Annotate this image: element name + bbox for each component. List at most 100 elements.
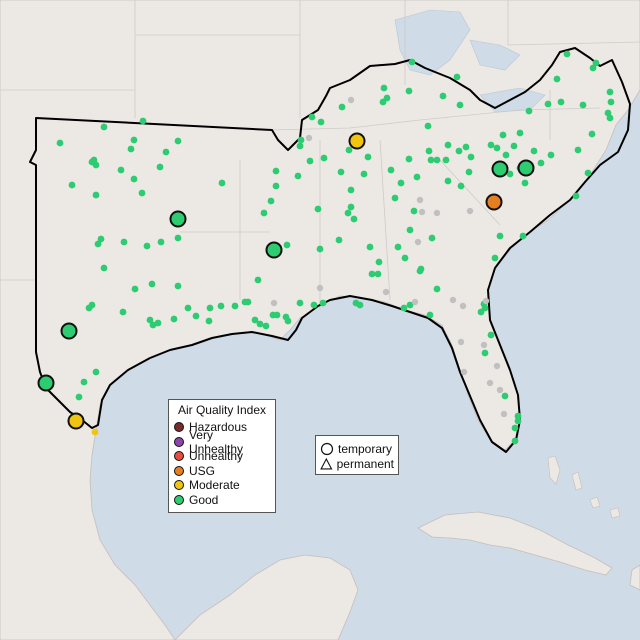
good-site-marker[interactable] bbox=[306, 157, 314, 165]
good-site-marker[interactable] bbox=[553, 75, 561, 83]
good-site-marker[interactable] bbox=[338, 103, 346, 111]
good-site-marker[interactable] bbox=[410, 207, 418, 215]
good-site-marker[interactable] bbox=[374, 270, 382, 278]
good-site-marker[interactable] bbox=[335, 236, 343, 244]
good-site-marker[interactable] bbox=[97, 235, 105, 243]
good-site-marker[interactable] bbox=[174, 234, 182, 242]
good-site-marker[interactable] bbox=[80, 378, 88, 386]
good-site-marker[interactable] bbox=[356, 301, 364, 309]
good-site-marker[interactable] bbox=[457, 182, 465, 190]
good-site-marker[interactable] bbox=[360, 170, 368, 178]
nodata-site-marker[interactable] bbox=[416, 196, 424, 204]
good-site-marker[interactable] bbox=[316, 245, 324, 253]
good-site-marker[interactable] bbox=[100, 264, 108, 272]
good-site-marker[interactable] bbox=[337, 168, 345, 176]
good-site-marker[interactable] bbox=[284, 317, 292, 325]
good-site-marker[interactable] bbox=[428, 234, 436, 242]
good-site-marker[interactable] bbox=[148, 280, 156, 288]
good-site-marker[interactable] bbox=[192, 312, 200, 320]
good-site-marker[interactable] bbox=[345, 146, 353, 154]
good-site-marker[interactable] bbox=[375, 258, 383, 266]
good-site-marker[interactable] bbox=[366, 243, 374, 251]
good-site-marker[interactable] bbox=[85, 304, 93, 312]
good-site-marker[interactable] bbox=[380, 84, 388, 92]
usg-temporary-monitor-marker[interactable] bbox=[485, 193, 503, 211]
large-sites[interactable] bbox=[37, 132, 535, 430]
good-site-marker[interactable] bbox=[218, 179, 226, 187]
good-site-marker[interactable] bbox=[400, 304, 408, 312]
good-site-marker[interactable] bbox=[162, 148, 170, 156]
good-site-marker[interactable] bbox=[350, 215, 358, 223]
nodata-site-marker[interactable] bbox=[347, 96, 355, 104]
good-site-marker[interactable] bbox=[296, 299, 304, 307]
good-site-marker[interactable] bbox=[368, 270, 376, 278]
good-site-marker[interactable] bbox=[510, 142, 518, 150]
good-site-marker[interactable] bbox=[387, 166, 395, 174]
good-site-marker[interactable] bbox=[156, 163, 164, 171]
good-site-marker[interactable] bbox=[401, 254, 409, 262]
good-site-marker[interactable] bbox=[439, 92, 447, 100]
good-site-marker[interactable] bbox=[456, 101, 464, 109]
good-site-marker[interactable] bbox=[557, 98, 565, 106]
good-site-marker[interactable] bbox=[426, 311, 434, 319]
good-site-marker[interactable] bbox=[589, 64, 597, 72]
good-site-marker[interactable] bbox=[408, 58, 416, 66]
good-site-marker[interactable] bbox=[272, 182, 280, 190]
good-site-marker[interactable] bbox=[139, 117, 147, 125]
good-site-marker[interactable] bbox=[433, 156, 441, 164]
good-site-marker[interactable] bbox=[579, 101, 587, 109]
good-site-marker[interactable] bbox=[413, 173, 421, 181]
good-site-marker[interactable] bbox=[256, 320, 264, 328]
nodata-site-marker[interactable] bbox=[480, 341, 488, 349]
nodata-site-marker[interactable] bbox=[496, 386, 504, 394]
good-site-marker[interactable] bbox=[607, 98, 615, 106]
good-site-marker[interactable] bbox=[537, 159, 545, 167]
nodata-site-marker[interactable] bbox=[418, 208, 426, 216]
good-site-marker[interactable] bbox=[131, 285, 139, 293]
good-site-marker[interactable] bbox=[511, 424, 519, 432]
good-site-marker[interactable] bbox=[344, 209, 352, 217]
good-site-marker[interactable] bbox=[424, 122, 432, 130]
good-temporary-monitor-marker[interactable] bbox=[60, 322, 78, 340]
good-site-marker[interactable] bbox=[606, 114, 614, 122]
good-site-marker[interactable] bbox=[347, 186, 355, 194]
good-site-marker[interactable] bbox=[92, 191, 100, 199]
good-site-marker[interactable] bbox=[217, 302, 225, 310]
nodata-site-marker[interactable] bbox=[449, 296, 457, 304]
good-site-marker[interactable] bbox=[206, 304, 214, 312]
good-site-marker[interactable] bbox=[506, 170, 514, 178]
good-site-marker[interactable] bbox=[320, 154, 328, 162]
good-site-marker[interactable] bbox=[425, 147, 433, 155]
good-site-marker[interactable] bbox=[465, 168, 473, 176]
moderate-temporary-monitor-marker[interactable] bbox=[348, 132, 366, 150]
good-site-marker[interactable] bbox=[514, 412, 522, 420]
good-site-marker[interactable] bbox=[314, 205, 322, 213]
good-site-marker[interactable] bbox=[453, 73, 461, 81]
good-site-marker[interactable] bbox=[146, 316, 154, 324]
nodata-site-marker[interactable] bbox=[459, 302, 467, 310]
nodata-site-marker[interactable] bbox=[466, 207, 474, 215]
good-site-marker[interactable] bbox=[254, 276, 262, 284]
nodata-site-marker[interactable] bbox=[382, 288, 390, 296]
good-site-marker[interactable] bbox=[487, 331, 495, 339]
good-site-marker[interactable] bbox=[262, 322, 270, 330]
good-site-marker[interactable] bbox=[444, 177, 452, 185]
good-site-marker[interactable] bbox=[455, 147, 463, 155]
good-site-marker[interactable] bbox=[267, 197, 275, 205]
good-site-marker[interactable] bbox=[347, 203, 355, 211]
good-site-marker[interactable] bbox=[260, 209, 268, 217]
moderate-temporary-monitor-marker[interactable] bbox=[67, 412, 85, 430]
good-site-marker[interactable] bbox=[174, 137, 182, 145]
good-site-marker[interactable] bbox=[606, 88, 614, 96]
good-site-marker[interactable] bbox=[499, 131, 507, 139]
good-site-marker[interactable] bbox=[521, 179, 529, 187]
good-site-marker[interactable] bbox=[170, 315, 178, 323]
good-site-marker[interactable] bbox=[481, 349, 489, 357]
good-site-marker[interactable] bbox=[544, 100, 552, 108]
good-site-marker[interactable] bbox=[273, 311, 281, 319]
good-site-marker[interactable] bbox=[319, 299, 327, 307]
nodata-site-marker[interactable] bbox=[493, 362, 501, 370]
good-site-marker[interactable] bbox=[496, 232, 504, 240]
good-site-marker[interactable] bbox=[317, 118, 325, 126]
